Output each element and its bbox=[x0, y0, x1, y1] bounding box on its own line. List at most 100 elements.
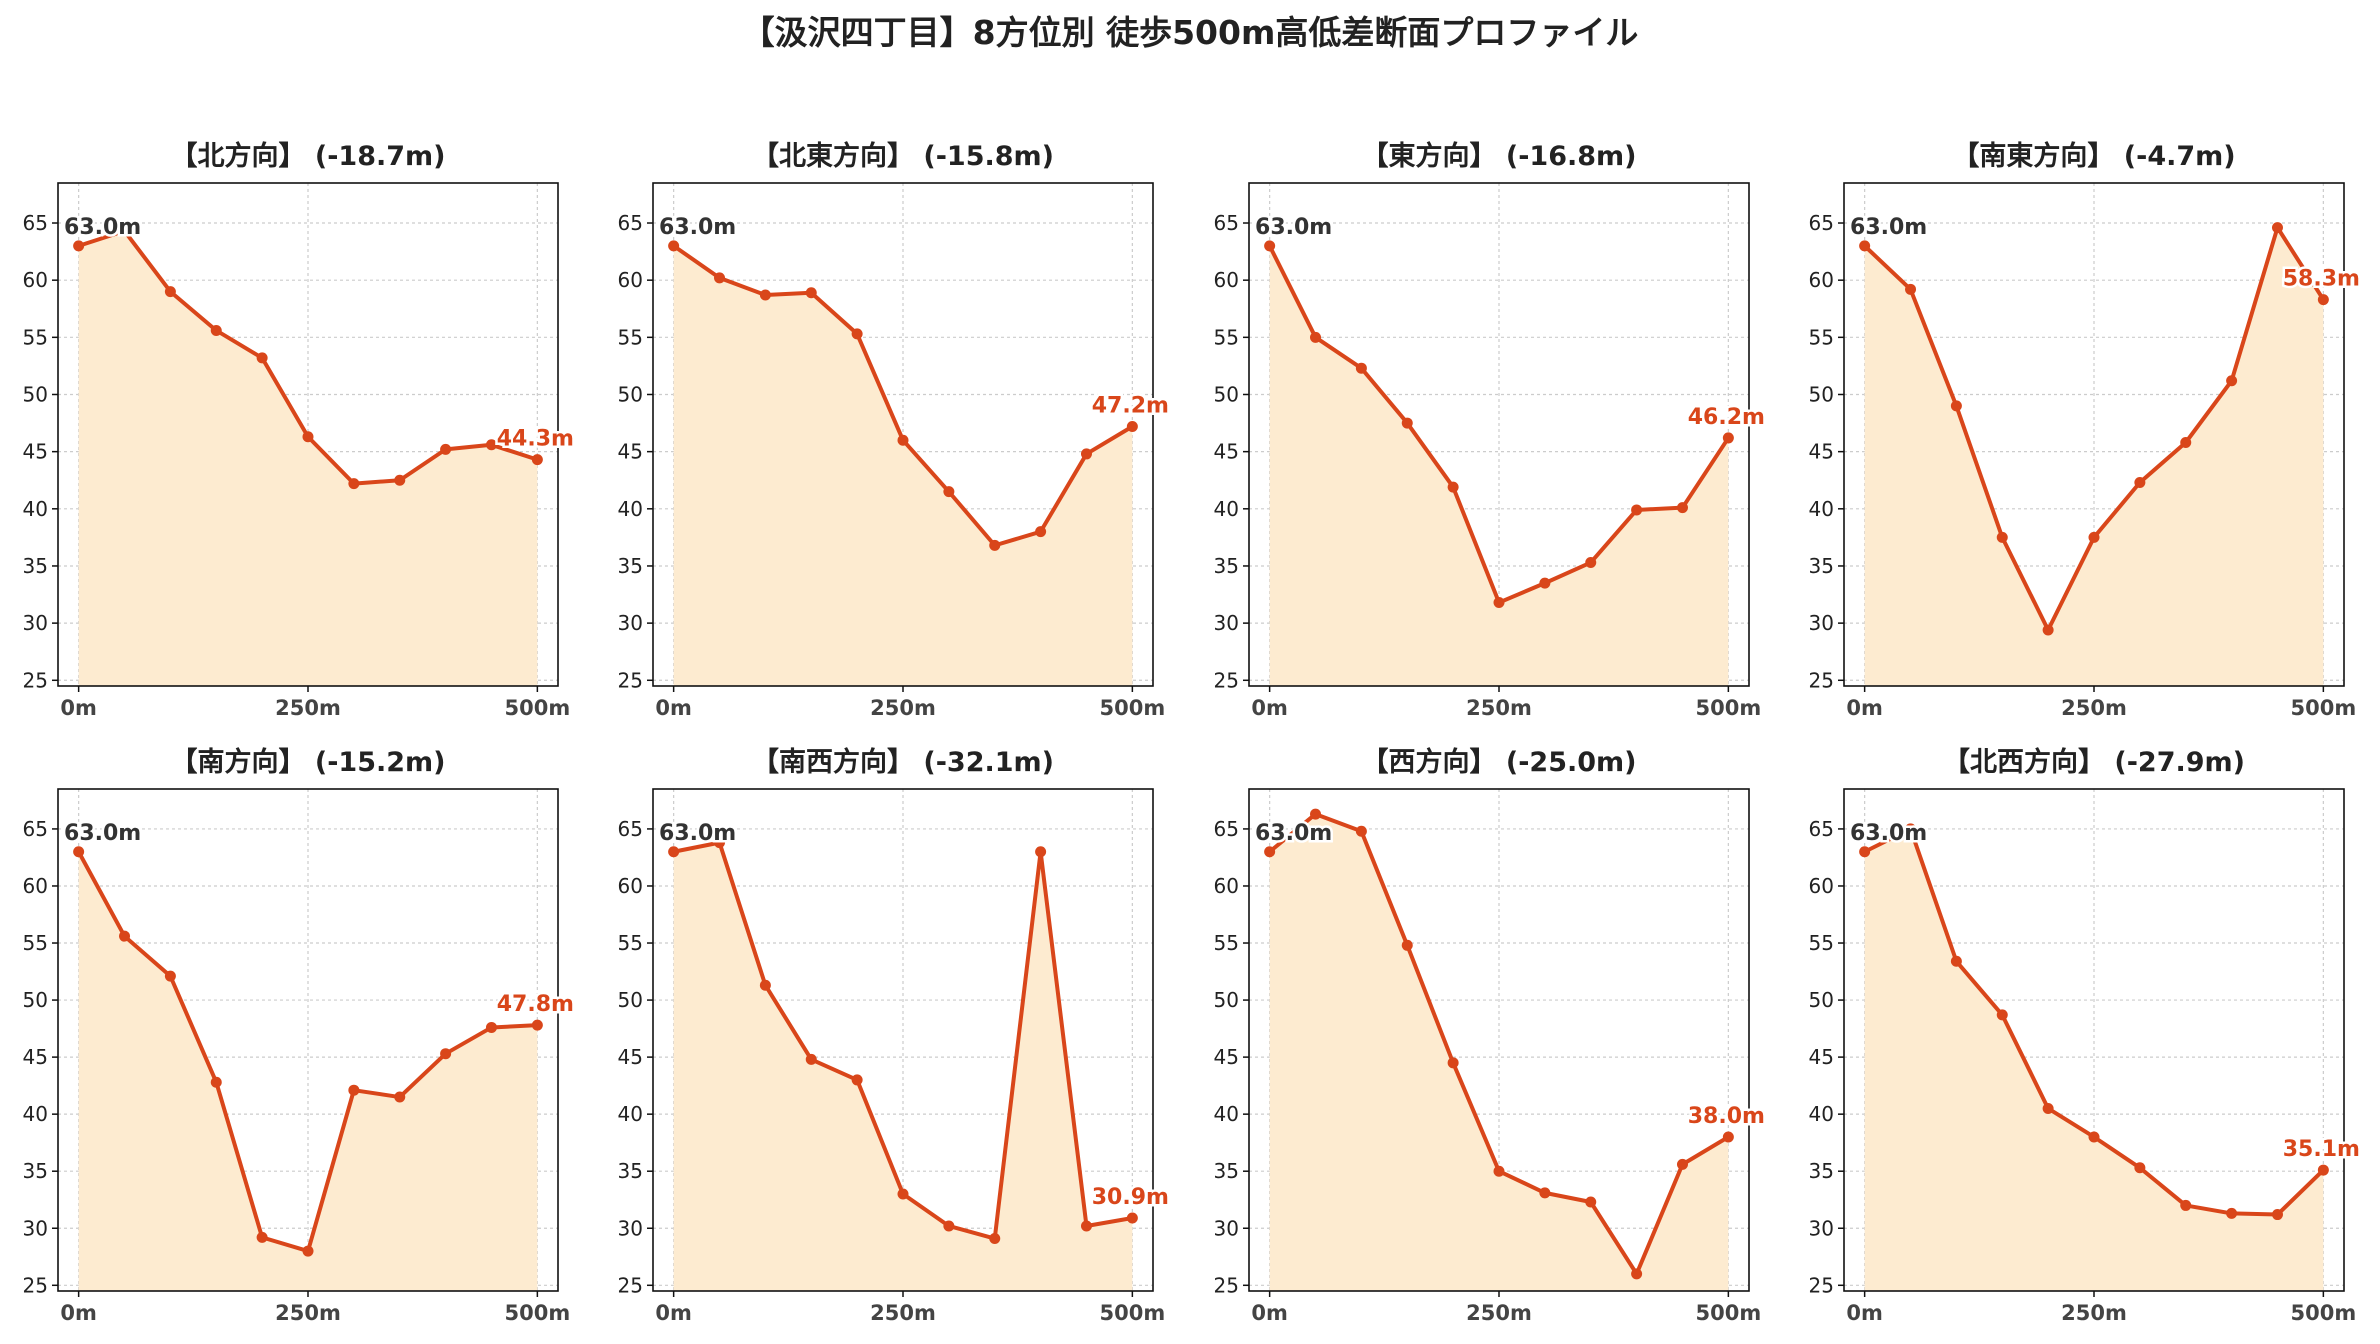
x-tick-label: 500m bbox=[504, 696, 570, 720]
end-elevation-label: 44.3m bbox=[497, 427, 574, 452]
y-tick-label: 25 bbox=[1214, 668, 1239, 692]
y-tick-label: 65 bbox=[1809, 817, 1834, 841]
y-tick-label: 40 bbox=[618, 497, 643, 521]
subplot-title: 【西方向】 (-25.0m) bbox=[1361, 746, 1636, 778]
y-tick-label: 65 bbox=[23, 211, 48, 235]
start-elevation-label: 63.0m bbox=[659, 215, 736, 240]
y-tick-label: 25 bbox=[1214, 1273, 1239, 1297]
y-tick-label: 35 bbox=[618, 1159, 643, 1183]
y-tick-label: 55 bbox=[23, 325, 48, 349]
data-point bbox=[164, 286, 176, 298]
x-tick-label: 250m bbox=[275, 1301, 341, 1325]
elevation-area bbox=[1269, 814, 1729, 1291]
data-point bbox=[348, 1084, 360, 1096]
data-point bbox=[943, 1220, 955, 1232]
y-tick-label: 40 bbox=[23, 497, 48, 521]
y-tick-label: 30 bbox=[1214, 1216, 1239, 1240]
elevation-area bbox=[673, 245, 1133, 686]
x-tick-label: 250m bbox=[2061, 1301, 2127, 1325]
y-tick-label: 30 bbox=[1214, 611, 1239, 635]
data-point bbox=[531, 454, 543, 466]
y-tick-label: 60 bbox=[618, 874, 643, 898]
data-point bbox=[73, 846, 85, 858]
start-elevation-label: 63.0m bbox=[1255, 821, 1332, 846]
data-point bbox=[1905, 283, 1917, 295]
x-tick-label: 0m bbox=[1846, 1301, 1883, 1325]
y-tick-label: 60 bbox=[1809, 268, 1834, 292]
data-point bbox=[1035, 846, 1047, 858]
data-point bbox=[1447, 481, 1459, 493]
data-point bbox=[1950, 400, 1962, 412]
x-tick-label: 0m bbox=[1846, 696, 1883, 720]
data-point bbox=[1264, 240, 1276, 252]
y-tick-label: 45 bbox=[1214, 440, 1239, 464]
data-point bbox=[1585, 557, 1597, 569]
data-point bbox=[668, 240, 680, 252]
y-tick-label: 65 bbox=[618, 817, 643, 841]
y-tick-label: 60 bbox=[23, 268, 48, 292]
data-point bbox=[1905, 823, 1917, 835]
data-point bbox=[1080, 448, 1092, 460]
y-tick-label: 45 bbox=[1809, 1045, 1834, 1069]
data-point bbox=[2088, 531, 2100, 543]
x-tick-label: 250m bbox=[2061, 696, 2127, 720]
x-tick-label: 250m bbox=[1466, 1301, 1532, 1325]
x-tick-label: 0m bbox=[60, 1301, 97, 1325]
y-tick-label: 55 bbox=[1809, 931, 1834, 955]
data-point bbox=[897, 1188, 909, 1200]
subplot-6: 【南西方向】 (-32.1m) 25 30 35 40 45 50 55 60 65 0m 250m 5… bbox=[618, 746, 1172, 1325]
data-point bbox=[989, 1233, 1001, 1245]
y-tick-label: 30 bbox=[1809, 611, 1834, 635]
subplot-title: 【東方向】 (-16.8m) bbox=[1361, 140, 1636, 172]
y-tick-label: 30 bbox=[23, 1216, 48, 1240]
elevation-area bbox=[1269, 245, 1729, 686]
y-tick-label: 45 bbox=[618, 440, 643, 464]
data-point bbox=[485, 439, 497, 451]
x-tick-label: 250m bbox=[870, 696, 936, 720]
data-point bbox=[531, 1019, 543, 1031]
data-point bbox=[256, 1231, 268, 1243]
y-tick-label: 40 bbox=[1214, 497, 1239, 521]
x-tick-label: 500m bbox=[1099, 696, 1165, 720]
data-point bbox=[1401, 939, 1413, 951]
subplot-4: 【南東方向】 (-4.7m) 25 30 35 40 45 50 55 60 65 0m 250m 50… bbox=[1809, 140, 2363, 720]
y-tick-label: 30 bbox=[1809, 1216, 1834, 1240]
data-point bbox=[1447, 1057, 1459, 1069]
elevation-area bbox=[78, 851, 538, 1291]
y-tick-label: 55 bbox=[618, 931, 643, 955]
data-point bbox=[2042, 624, 2054, 636]
data-point bbox=[2134, 477, 2146, 489]
y-tick-label: 55 bbox=[1214, 931, 1239, 955]
y-tick-label: 45 bbox=[1214, 1045, 1239, 1069]
x-tick-label: 500m bbox=[2290, 696, 2356, 720]
data-point bbox=[1950, 955, 1962, 967]
figure-title: 【汲沢四丁目】8方位別 徒歩500m高低差断面プロファイル bbox=[742, 13, 1639, 52]
y-tick-label: 50 bbox=[618, 988, 643, 1012]
y-tick-label: 35 bbox=[23, 1159, 48, 1183]
y-tick-label: 25 bbox=[23, 668, 48, 692]
y-tick-label: 50 bbox=[23, 988, 48, 1012]
y-tick-label: 50 bbox=[1214, 382, 1239, 406]
data-point bbox=[1676, 1158, 1688, 1170]
data-point bbox=[1996, 1009, 2008, 1021]
data-point bbox=[943, 486, 955, 498]
data-point bbox=[668, 846, 680, 858]
data-point bbox=[805, 1053, 817, 1065]
subplot-3: 【東方向】 (-16.8m) 25 30 35 40 45 50 55 60 65 0m 250m 50… bbox=[1214, 140, 1768, 720]
data-point bbox=[1722, 1131, 1734, 1143]
data-point bbox=[714, 837, 726, 849]
y-tick-label: 45 bbox=[1809, 440, 1834, 464]
y-tick-label: 50 bbox=[1214, 988, 1239, 1012]
end-elevation-label: 46.2m bbox=[1688, 405, 1765, 430]
data-point bbox=[210, 1076, 222, 1088]
x-tick-label: 0m bbox=[655, 1301, 692, 1325]
y-tick-label: 45 bbox=[23, 1045, 48, 1069]
y-tick-label: 35 bbox=[618, 554, 643, 578]
y-tick-label: 25 bbox=[1809, 668, 1834, 692]
data-point bbox=[1126, 1212, 1138, 1224]
x-tick-label: 0m bbox=[1251, 1301, 1288, 1325]
data-point bbox=[210, 324, 222, 336]
data-point bbox=[1585, 1196, 1597, 1208]
y-tick-label: 45 bbox=[23, 440, 48, 464]
